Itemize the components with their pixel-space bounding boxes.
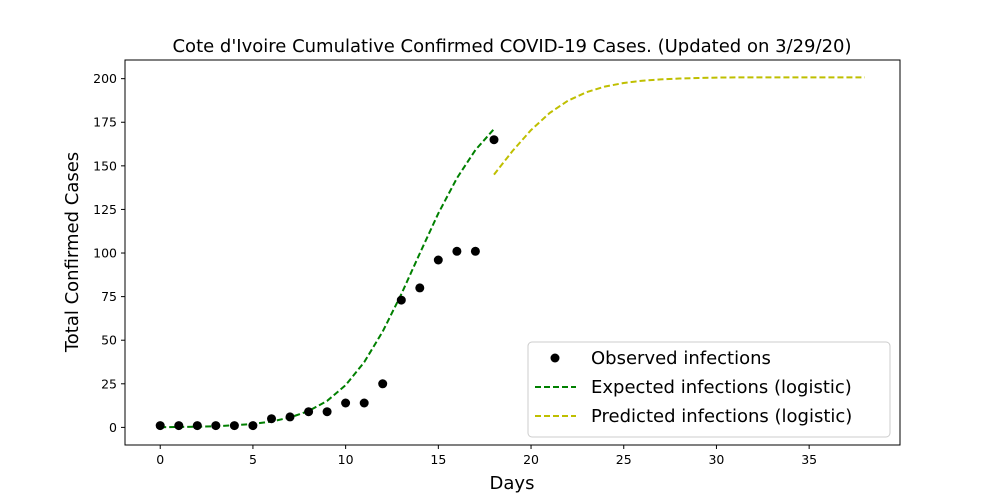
x-tick-label-7: 35 xyxy=(801,452,817,467)
y-tick-label-5: 125 xyxy=(93,202,117,217)
y-tick-label-4: 100 xyxy=(93,246,117,261)
legend-label-observed: Observed infections xyxy=(591,348,771,369)
observed-point-17 xyxy=(470,246,480,256)
observed-point-12 xyxy=(378,379,388,389)
legend-box xyxy=(527,341,891,438)
y-axis: 0 25 50 75 100 125 150 175 200 xyxy=(93,71,125,435)
observed-point-18 xyxy=(489,135,499,145)
legend-label-expected: Expected infections (logistic) xyxy=(591,377,852,398)
y-tick-label-6: 150 xyxy=(93,158,117,173)
observed-point-2 xyxy=(192,421,202,431)
x-tick-label-4: 20 xyxy=(523,452,539,467)
y-tick-label-0: 0 xyxy=(109,420,117,435)
observed-point-1 xyxy=(174,421,184,431)
legend-marker-observed xyxy=(550,353,560,363)
observed-point-5 xyxy=(248,421,258,431)
observed-point-9 xyxy=(322,407,332,417)
observed-point-4 xyxy=(229,421,239,431)
y-axis-title: Total Confirmed Cases xyxy=(62,152,83,353)
observed-point-6 xyxy=(267,414,276,424)
observed-point-13 xyxy=(396,295,406,305)
observed-point-10 xyxy=(341,398,351,408)
y-tick-label-2: 50 xyxy=(101,333,117,348)
x-tick-label-1: 5 xyxy=(249,452,257,467)
y-tick-label-3: 75 xyxy=(101,289,117,304)
observed-point-3 xyxy=(211,421,221,431)
observed-point-0 xyxy=(155,421,165,431)
legend: Observed infections Expected infections … xyxy=(527,341,891,438)
x-axis: 0 5 10 15 20 25 30 35 xyxy=(156,445,817,467)
x-tick-label-6: 30 xyxy=(708,452,724,467)
y-tick-label-7: 175 xyxy=(93,115,117,130)
axes-frame xyxy=(124,59,901,446)
observed-point-7 xyxy=(285,412,295,422)
observed-point-15 xyxy=(433,255,443,265)
x-tick-label-2: 10 xyxy=(338,452,354,467)
x-tick-label-5: 25 xyxy=(616,452,632,467)
legend-label-predicted: Predicted infections (logistic) xyxy=(591,406,852,427)
observed-point-8 xyxy=(304,407,314,417)
y-tick-label-8: 200 xyxy=(93,71,117,86)
observed-point-16 xyxy=(452,246,462,256)
y-tick-label-1: 25 xyxy=(101,376,117,391)
observed-point-14 xyxy=(415,283,425,293)
x-tick-label-0: 0 xyxy=(156,452,164,467)
observed-point-11 xyxy=(359,398,369,408)
series-line-2 xyxy=(493,76,865,176)
plot-area xyxy=(155,76,865,431)
x-axis-title: Days xyxy=(490,473,535,494)
x-tick-label-3: 15 xyxy=(430,452,446,467)
chart-title: Cote d'Ivoire Cumulative Confirmed COVID… xyxy=(172,36,851,57)
